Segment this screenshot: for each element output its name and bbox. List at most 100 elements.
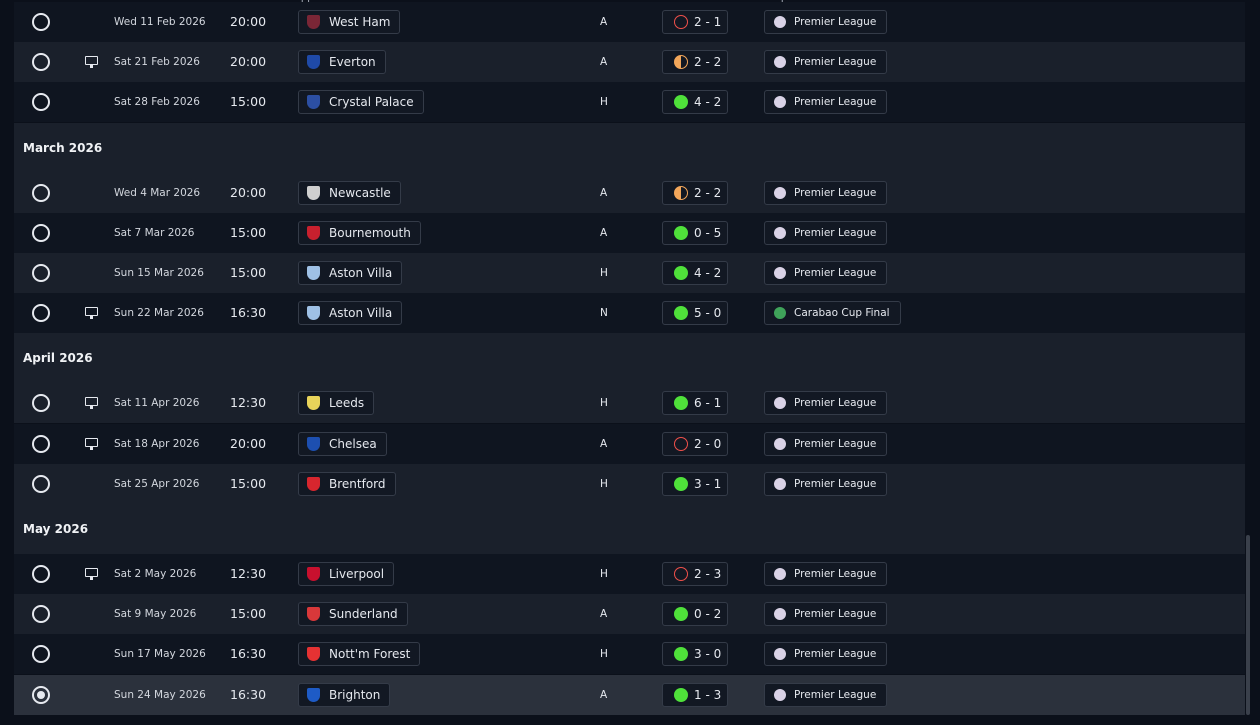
fixture-row[interactable]: Sat 18 Apr 2026 20:00 Chelsea A 2 - 0 Premier…: [14, 423, 1245, 464]
opposition-badge[interactable]: Liverpool: [298, 562, 395, 586]
select-radio[interactable]: [32, 93, 50, 112]
opposition-badge[interactable]: Newcastle: [298, 180, 401, 205]
select-radio[interactable]: [32, 565, 50, 583]
competition-badge[interactable]: Premier League: [764, 682, 888, 707]
opponent-name[interactable]: Liverpool: [329, 567, 385, 581]
opponent-name[interactable]: Brighton: [329, 687, 381, 702]
opponent-name[interactable]: Sunderland: [329, 607, 398, 622]
competition-badge[interactable]: Premier League: [764, 10, 888, 34]
result-badge[interactable]: 3 - 1: [662, 471, 728, 496]
opposition-badge[interactable]: Chelsea: [298, 431, 387, 456]
fixture-row[interactable]: Sun 15 Mar 2026 15:00 Aston Villa H 4 - 2 Pre…: [14, 253, 1245, 293]
competition-name[interactable]: Premier League: [794, 568, 877, 580]
fixture-row[interactable]: Sat 11 Apr 2026 12:30 Leeds H 6 - 1 Premier L…: [14, 383, 1245, 424]
competition-badge[interactable]: Premier League: [764, 642, 888, 667]
result-badge[interactable]: 2 - 2: [662, 50, 728, 75]
column-header[interactable]: Date: [114, 0, 138, 3]
opposition-badge[interactable]: Leeds: [298, 391, 375, 416]
fixture-row[interactable]: Wed 11 Feb 2026 20:00 West Ham A 2 - 1 Premie…: [14, 2, 1245, 42]
select-radio[interactable]: [32, 183, 50, 202]
fixture-row[interactable]: Sat 25 Apr 2026 15:00 Brentford H 3 - 1 Premi…: [14, 463, 1245, 504]
column-header[interactable]: Opposition: [293, 0, 347, 3]
opponent-name[interactable]: Nott'm Forest: [329, 647, 411, 662]
result-badge[interactable]: 5 - 0: [662, 301, 728, 326]
competition-badge[interactable]: Premier League: [764, 391, 888, 416]
fixture-row[interactable]: Sun 24 May 2026 16:30 Brighton A 1 - 3 Premie…: [14, 674, 1245, 715]
select-radio[interactable]: [32, 223, 50, 242]
competition-badge[interactable]: Carabao Cup Final: [764, 301, 901, 326]
column-header[interactable]: Time: [229, 0, 253, 3]
result-badge[interactable]: 4 - 2: [662, 90, 728, 115]
result-badge[interactable]: 6 - 1: [662, 391, 728, 416]
competition-name[interactable]: Premier League: [794, 648, 877, 661]
competition-name[interactable]: Premier League: [794, 688, 877, 701]
opponent-name[interactable]: West Ham: [329, 15, 391, 29]
opposition-badge[interactable]: Sunderland: [298, 602, 408, 627]
scrollbar[interactable]: [1246, 535, 1250, 715]
competition-badge[interactable]: Premier League: [764, 50, 888, 75]
opposition-badge[interactable]: Crystal Palace: [298, 90, 424, 115]
opposition-badge[interactable]: Everton: [298, 50, 386, 75]
column-header[interactable]: Result: [662, 0, 693, 3]
opponent-name[interactable]: Newcastle: [329, 185, 391, 200]
fixture-row[interactable]: Sun 17 May 2026 16:30 Nott'm Forest H 3 - 0 P…: [14, 634, 1245, 675]
opponent-name[interactable]: Bournemouth: [329, 225, 411, 240]
opponent-name[interactable]: Crystal Palace: [329, 95, 414, 110]
competition-badge[interactable]: Premier League: [764, 471, 888, 496]
competition-name[interactable]: Premier League: [794, 56, 877, 69]
opposition-badge[interactable]: Bournemouth: [298, 220, 421, 245]
result-badge[interactable]: 2 - 1: [662, 10, 728, 34]
fixture-row[interactable]: Sat 9 May 2026 15:00 Sunderland A 0 - 2 Premi…: [14, 594, 1245, 635]
result-badge[interactable]: 0 - 2: [662, 602, 728, 627]
opponent-name[interactable]: Aston Villa: [329, 306, 393, 321]
result-badge[interactable]: 2 - 0: [662, 431, 728, 456]
competition-name[interactable]: Premier League: [794, 226, 877, 239]
fixture-row[interactable]: Wed 4 Mar 2026 20:00 Newcastle A 2 - 2 Premie…: [14, 172, 1245, 213]
fixture-row[interactable]: Sat 28 Feb 2026 15:00 Crystal Palace H 4 - 2…: [14, 82, 1245, 123]
competition-name[interactable]: Premier League: [794, 186, 877, 199]
opposition-badge[interactable]: Aston Villa: [298, 261, 403, 285]
fixture-row[interactable]: Sun 22 Mar 2026 16:30 Aston Villa N 5 - 0 Car…: [14, 293, 1245, 334]
competition-badge[interactable]: Premier League: [764, 220, 888, 245]
select-radio[interactable]: [32, 645, 50, 664]
competition-badge[interactable]: Premier League: [764, 602, 888, 627]
select-radio[interactable]: [32, 474, 50, 493]
opposition-badge[interactable]: Nott'm Forest: [298, 642, 421, 667]
select-radio[interactable]: [32, 264, 50, 282]
competition-badge[interactable]: Premier League: [764, 261, 888, 285]
opponent-name[interactable]: Everton: [329, 55, 376, 70]
result-badge[interactable]: 1 - 3: [662, 682, 728, 707]
result-badge[interactable]: 0 - 5: [662, 220, 728, 245]
select-radio[interactable]: [32, 13, 50, 31]
result-badge[interactable]: 2 - 2: [662, 180, 728, 205]
select-radio[interactable]: [32, 434, 50, 453]
competition-name[interactable]: Carabao Cup Final: [794, 307, 890, 320]
fixture-row[interactable]: Sat 2 May 2026 12:30 Liverpool H 2 - 3 Premie…: [14, 554, 1245, 594]
opponent-name[interactable]: Chelsea: [329, 436, 377, 451]
opposition-badge[interactable]: West Ham: [298, 10, 401, 34]
opponent-name[interactable]: Aston Villa: [329, 266, 393, 280]
competition-name[interactable]: Premier League: [794, 96, 877, 109]
select-radio[interactable]: [32, 685, 50, 704]
opponent-name[interactable]: Brentford: [329, 476, 386, 491]
column-header[interactable]: Venue: [596, 0, 627, 3]
competition-name[interactable]: Premier League: [794, 437, 877, 450]
competition-name[interactable]: Premier League: [794, 608, 877, 621]
fixture-row[interactable]: Sat 7 Mar 2026 15:00 Bournemouth A 0 - 5 Prem…: [14, 212, 1245, 253]
opposition-badge[interactable]: Aston Villa: [298, 301, 403, 326]
competition-badge[interactable]: Premier League: [764, 562, 888, 586]
opposition-badge[interactable]: Brentford: [298, 471, 396, 496]
competition-badge[interactable]: Premier League: [764, 431, 888, 456]
column-header[interactable]: Competition: [758, 0, 819, 3]
fixture-row[interactable]: Sat 21 Feb 2026 20:00 Everton A 2 - 2 Premier…: [14, 42, 1245, 83]
result-badge[interactable]: 2 - 3: [662, 562, 728, 586]
opponent-name[interactable]: Leeds: [329, 396, 365, 411]
select-radio[interactable]: [32, 304, 50, 323]
result-badge[interactable]: 4 - 2: [662, 261, 728, 285]
select-radio[interactable]: [32, 605, 50, 624]
competition-name[interactable]: Premier League: [794, 477, 877, 490]
competition-name[interactable]: Premier League: [794, 16, 877, 28]
select-radio[interactable]: [32, 53, 50, 72]
competition-badge[interactable]: Premier League: [764, 90, 888, 115]
opposition-badge[interactable]: Brighton: [298, 682, 391, 707]
